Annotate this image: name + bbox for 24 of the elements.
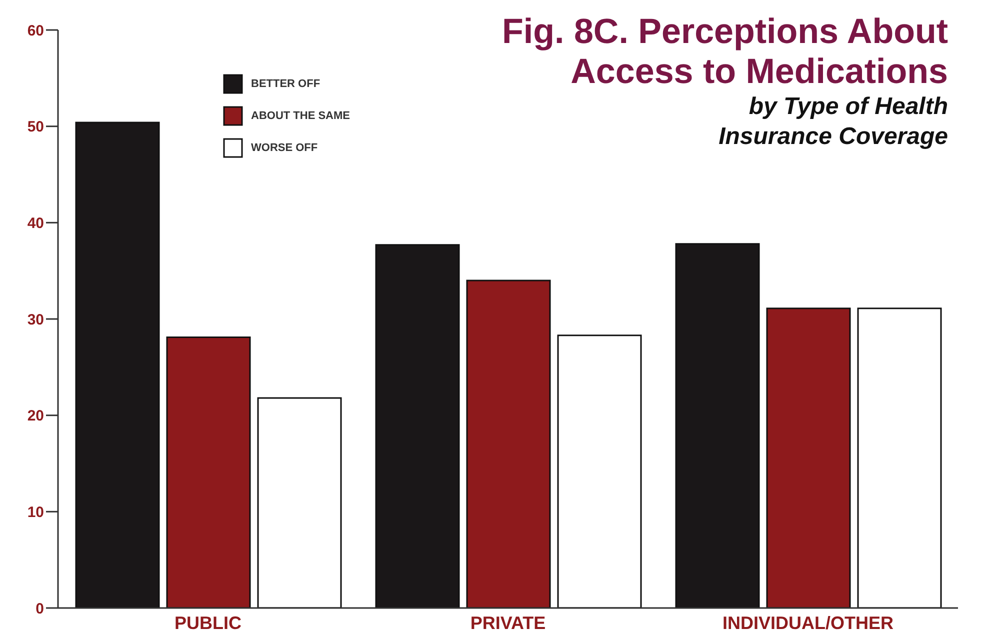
x-tick-label: INDIVIDUAL/OTHER: [722, 612, 894, 633]
legend-label: WORSE OFF: [251, 142, 318, 154]
bar: [375, 244, 460, 608]
x-tick-label: PRIVATE: [470, 612, 546, 633]
chart-title: Fig. 8C. Perceptions About Access to Medications: [501, 12, 948, 92]
legend-label: BETTER OFF: [251, 78, 320, 90]
bar: [857, 308, 942, 608]
y-tick-label: 40: [27, 214, 44, 232]
y-tick-label: 60: [27, 22, 44, 40]
bar: [675, 243, 760, 608]
y-tick-label: 20: [27, 408, 44, 425]
bar: [766, 308, 851, 608]
y-tick-label: 10: [27, 504, 44, 521]
y-tick-label: 0: [36, 600, 44, 618]
y-tick-label: 30: [27, 311, 44, 328]
bar: [75, 122, 160, 608]
bar: [166, 336, 251, 608]
bar: [466, 280, 551, 608]
y-tick-label: 50: [27, 118, 44, 136]
text: by Type of Health Insurance Coverage: [718, 92, 948, 152]
x-tick-label: PUBLIC: [174, 612, 242, 633]
bar: [557, 334, 642, 608]
legend-label: ABOUT THE SAME: [251, 110, 350, 122]
bar: [257, 397, 342, 608]
